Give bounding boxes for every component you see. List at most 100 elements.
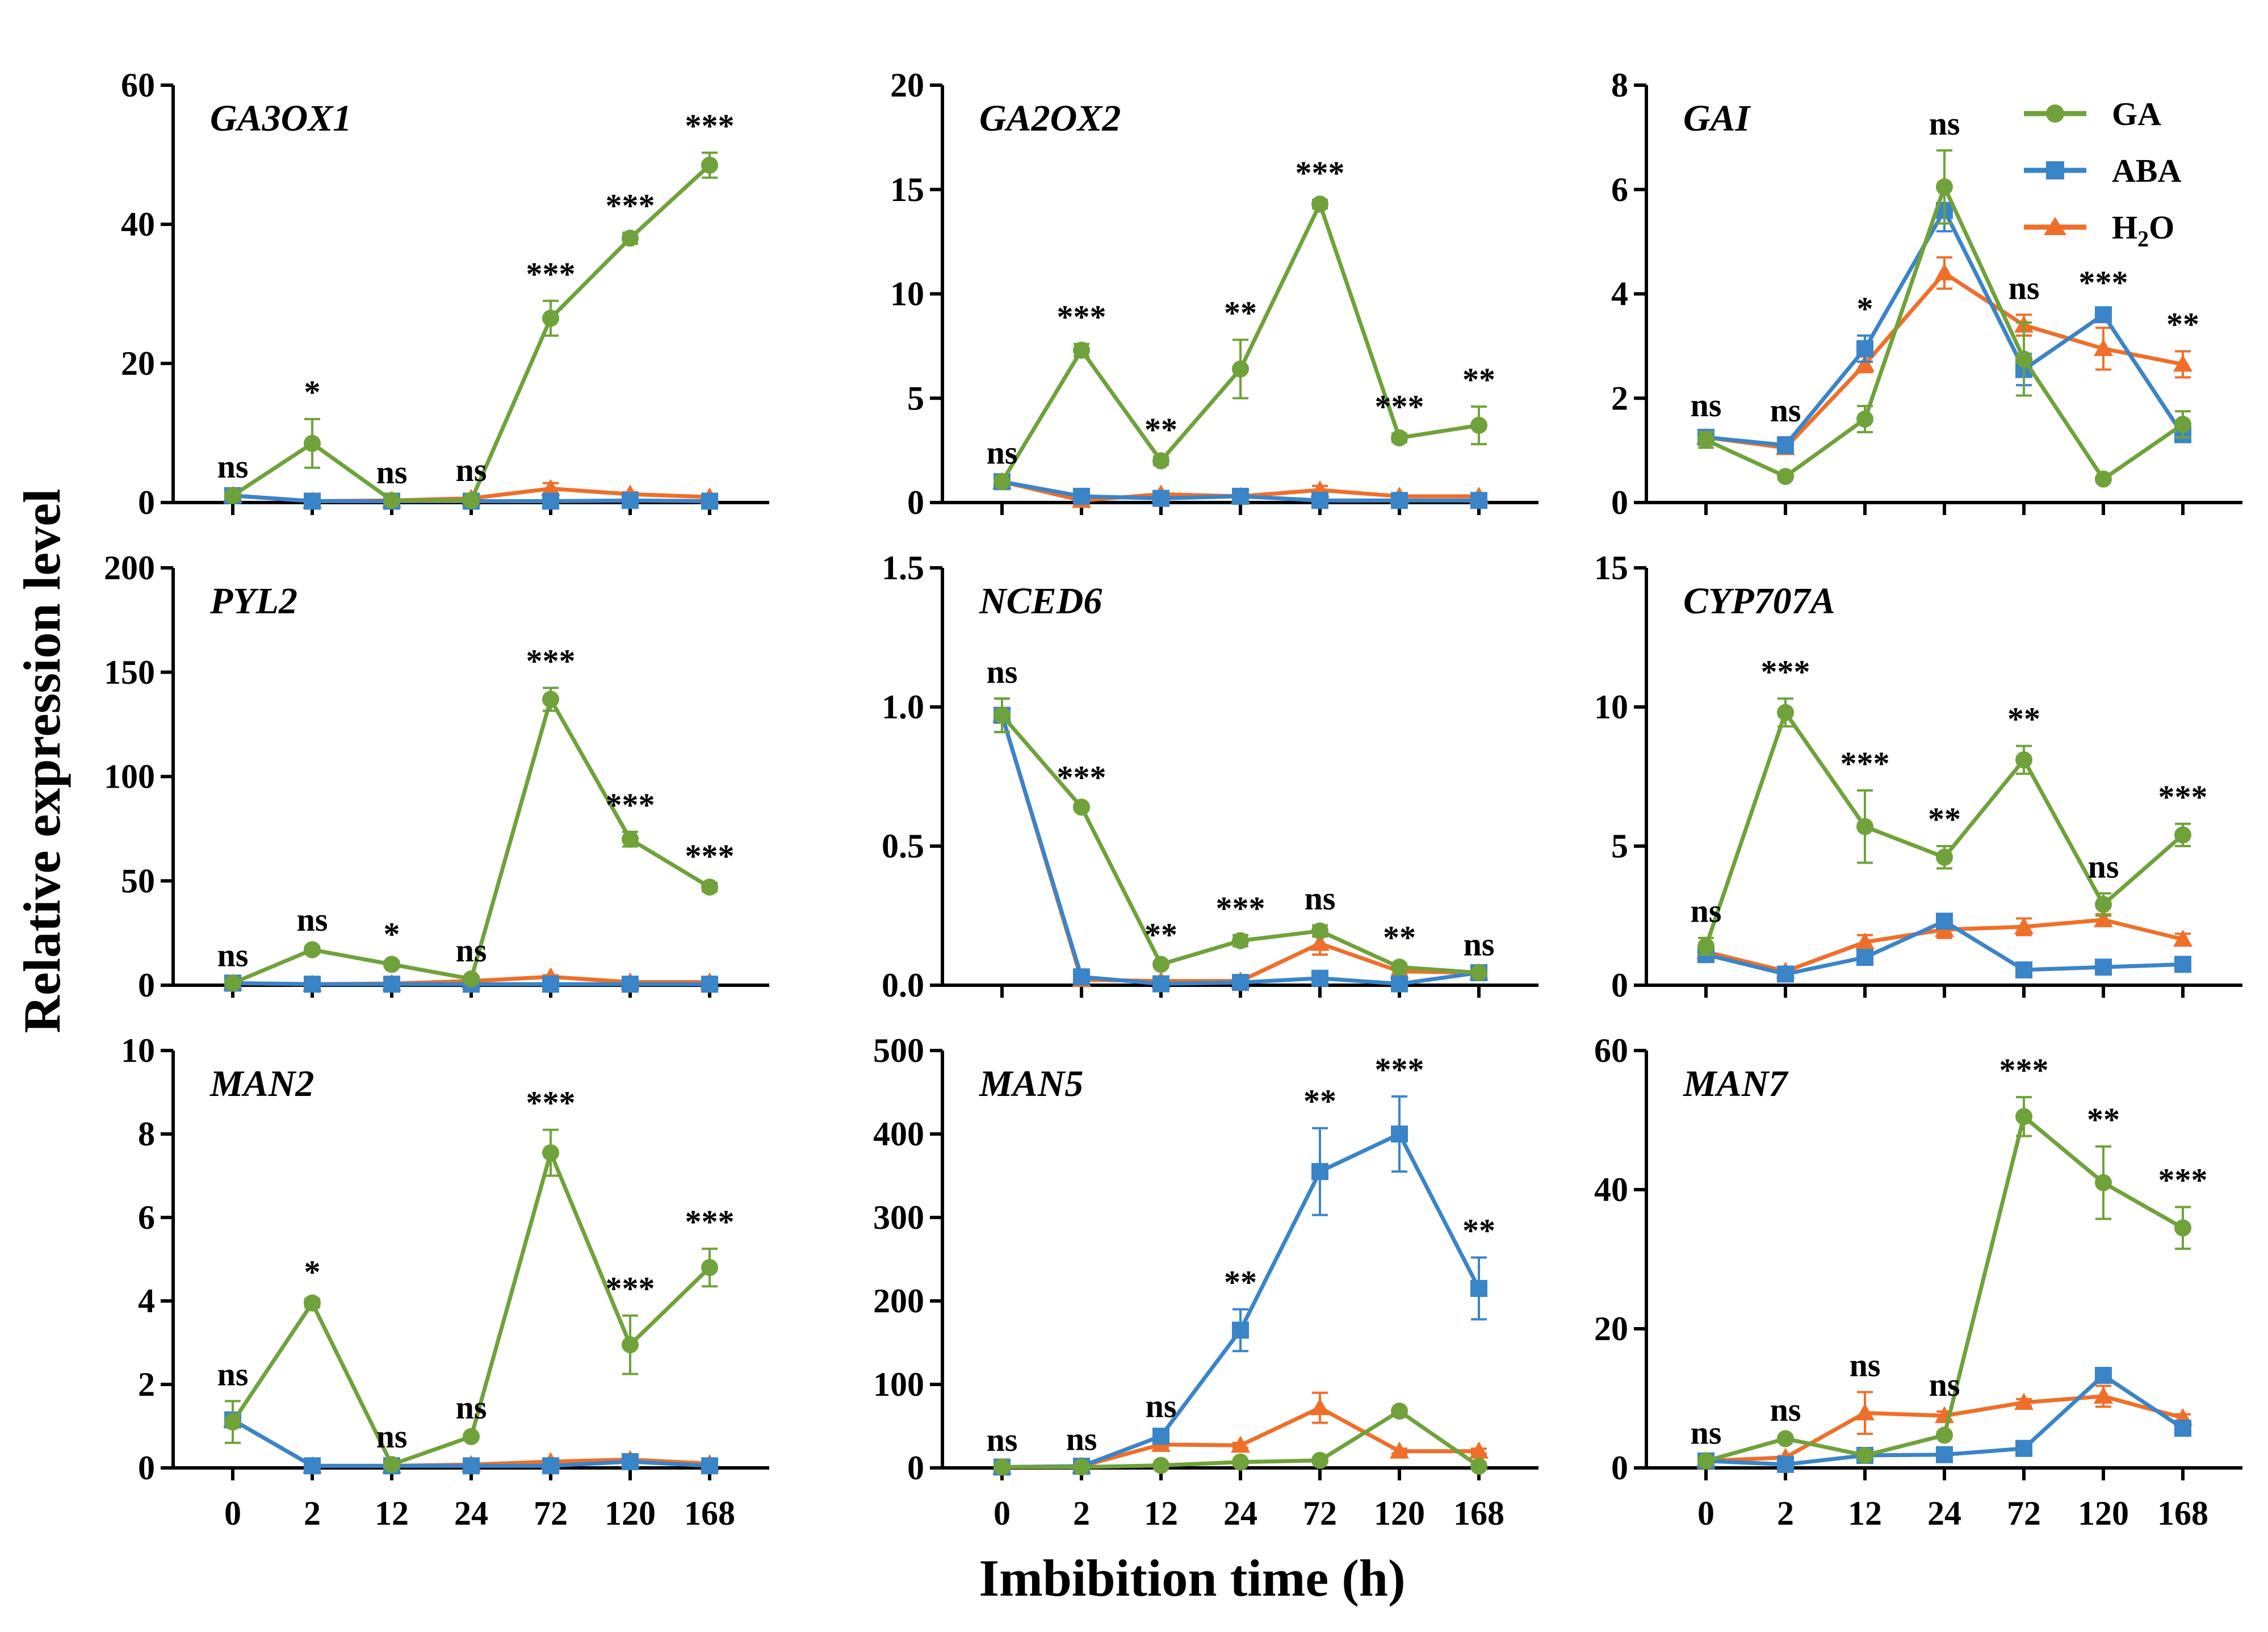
data-point <box>1936 1426 1953 1444</box>
data-point <box>993 1458 1011 1476</box>
significance-label: ns <box>2009 269 2040 306</box>
data-point <box>622 1453 639 1470</box>
significance-label: ** <box>1303 1083 1336 1120</box>
panel-title: MAN2 <box>209 1063 314 1104</box>
y-tick-label: 1.0 <box>882 688 924 726</box>
panel-title: NCED6 <box>979 580 1102 622</box>
data-point <box>463 1428 480 1445</box>
significance-label: ns <box>987 434 1018 471</box>
panel-man5: 0 100 200 300 400 500 0 2 12 24 72 120 168 MAN5 ns ns ns… <box>873 1032 1538 1532</box>
significance-label: ns <box>217 448 249 485</box>
data-point <box>622 229 639 247</box>
significance-label: ns <box>1305 880 1336 917</box>
series-ga <box>224 151 718 509</box>
data-point <box>1073 487 1090 505</box>
significance-label: *** <box>1761 653 1810 690</box>
significance-label: ** <box>1224 1264 1257 1301</box>
data-point <box>1777 1430 1794 1447</box>
y-tick-label: 2 <box>138 1366 155 1403</box>
data-point <box>2015 751 2032 769</box>
data-point <box>1470 964 1487 981</box>
x-tick-label: 0 <box>224 1495 241 1532</box>
panel-title: CYP707A <box>1683 580 1835 622</box>
y-axis-title: Relative expression level <box>13 489 71 1033</box>
x-tick-label: 72 <box>1303 1495 1337 1532</box>
significance-label: *** <box>685 1203 735 1240</box>
y-tick-label: 6 <box>138 1199 155 1236</box>
significance-label: ns <box>1929 105 1960 142</box>
y-tick-label: 40 <box>1594 1171 1628 1208</box>
data-point <box>1390 1441 1409 1459</box>
y-tick-label: 0 <box>907 484 924 521</box>
y-tick-label: 0 <box>138 1449 155 1487</box>
legend-marker-h2o <box>2044 217 2066 235</box>
significance-label: ns <box>1770 392 1801 429</box>
data-point <box>224 1413 241 1431</box>
data-point <box>2015 1439 2032 1457</box>
data-point <box>1232 974 1249 991</box>
x-tick-label: 0 <box>1697 1495 1714 1532</box>
data-point <box>1232 1321 1249 1339</box>
data-point <box>1152 1457 1169 1474</box>
significance-label: ** <box>1145 916 1177 953</box>
significance-label: * <box>384 916 400 953</box>
legend-label-h2o-o: O <box>2149 209 2174 246</box>
significance-label: ns <box>376 454 408 491</box>
data-point <box>701 492 718 510</box>
data-point <box>701 156 718 174</box>
data-point <box>463 1457 480 1475</box>
legend-label-ga: GA <box>2112 95 2161 132</box>
x-tick-label: 120 <box>605 1495 656 1532</box>
y-tick-label: 15 <box>890 171 924 208</box>
legend-item-h2o: H2O <box>2024 209 2174 252</box>
y-tick-label: 1.5 <box>882 549 924 587</box>
y-tick-label: 8 <box>1611 66 1628 104</box>
significance-label: *** <box>2158 779 2208 815</box>
series-ga <box>1697 149 2191 488</box>
x-tick-label: 24 <box>1927 1495 1961 1532</box>
x-tick-label: 2 <box>1777 1495 1794 1532</box>
y-tick-label: 4 <box>1611 275 1628 313</box>
data-point <box>2095 959 2112 976</box>
significance-label: ns <box>217 936 249 973</box>
data-point <box>1311 922 1328 940</box>
data-point <box>1856 949 1873 966</box>
panel-title: MAN5 <box>979 1063 1083 1104</box>
significance-label: ** <box>1145 411 1177 448</box>
panel-title: PYL2 <box>209 580 297 622</box>
data-point <box>1470 417 1487 434</box>
y-tick-label: 500 <box>873 1032 924 1069</box>
y-tick-label: 100 <box>104 758 155 796</box>
data-point <box>383 956 400 973</box>
data-point <box>2014 1392 2034 1410</box>
data-point <box>2095 895 2112 913</box>
y-tick-label: 6 <box>1611 171 1628 208</box>
significance-label: * <box>304 1253 321 1290</box>
y-tick-label: 20 <box>121 345 155 382</box>
significance-label: ns <box>1066 1420 1097 1457</box>
significance-label: ** <box>2007 701 2040 738</box>
data-point <box>1152 489 1169 507</box>
data-point <box>383 976 400 993</box>
significance-label: *** <box>606 786 655 823</box>
significance-label: *** <box>1375 388 1424 425</box>
data-point <box>1855 354 1875 372</box>
data-point <box>383 492 400 509</box>
data-point <box>1391 492 1408 509</box>
data-point <box>1856 411 1873 428</box>
data-point <box>2174 1420 2191 1437</box>
x-tick-label: 2 <box>1073 1495 1090 1532</box>
y-tick-label: 15 <box>1594 549 1628 587</box>
y-tick-label: 20 <box>1594 1310 1628 1348</box>
y-tick-label: 0 <box>1611 966 1628 1004</box>
y-tick-label: 40 <box>121 206 155 243</box>
significance-label: ns <box>1691 1414 1722 1451</box>
significance-label: ** <box>1224 294 1257 331</box>
significance-label: * <box>304 374 321 411</box>
data-point <box>1231 1436 1250 1453</box>
